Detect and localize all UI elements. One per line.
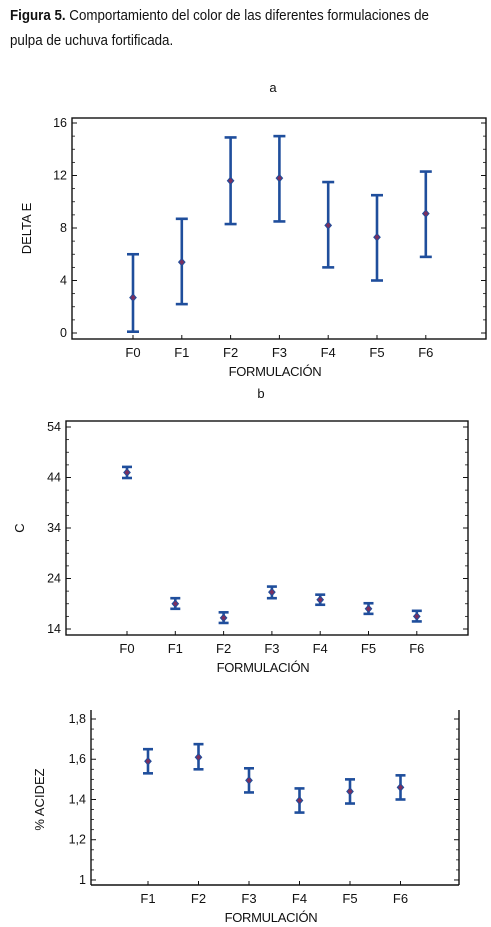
x-tick-label: F3 — [272, 345, 287, 360]
data-point — [412, 612, 421, 621]
chart-delta-e: a 0 4 8 12 16 DELTA E F0 F1 F2 F3 F4 F5 F6 FORMULACIÓN — [19, 80, 487, 379]
panel-label: a — [269, 80, 277, 95]
y-tick-label: 8 — [60, 221, 67, 235]
x-tick-label: F1 — [174, 345, 189, 360]
x-axis-label: FORMULACIÓN — [225, 910, 318, 925]
x-tick-label: F5 — [342, 891, 357, 906]
caption-text: Comportamiento del color de las diferent… — [10, 8, 429, 49]
data-point — [144, 756, 152, 766]
y-tick-label: 1,4 — [69, 792, 86, 806]
y-tick-label: 24 — [47, 572, 61, 586]
data-point — [324, 221, 333, 230]
caption-label: Figura 5. — [10, 8, 66, 24]
y-axis-label: DELTA E — [19, 202, 34, 254]
x-tick-label: F4 — [292, 891, 307, 906]
data-point — [194, 752, 203, 762]
figure-caption: Figura 5. Comportamiento del color de la… — [10, 4, 447, 54]
data-point — [316, 595, 325, 605]
data-point — [373, 232, 381, 242]
y-axis-label: C — [12, 523, 27, 532]
plot-frame — [65, 420, 469, 636]
x-tick-label: F4 — [313, 641, 328, 656]
data-point — [171, 599, 180, 609]
x-tick-label: F5 — [361, 641, 376, 656]
data-point — [226, 176, 235, 186]
x-tick-label: F1 — [140, 891, 155, 906]
x-tick-label: F3 — [264, 641, 279, 656]
y-tick-label: 14 — [47, 622, 61, 636]
x-tick-label: F0 — [119, 641, 134, 656]
data-point — [245, 776, 253, 785]
x-tick-label: F2 — [191, 891, 206, 906]
y-tick-label: 1 — [79, 873, 86, 887]
y-tick-label: 44 — [47, 471, 61, 485]
y-tick-label: 1,2 — [69, 833, 86, 847]
data-point — [396, 783, 405, 792]
data-point — [129, 293, 137, 302]
y-tick-label: 34 — [47, 521, 61, 535]
data-point — [177, 257, 186, 267]
data-point — [364, 604, 373, 614]
x-axis-label: FORMULACIÓN — [217, 660, 310, 675]
x-axis-label: FORMULACIÓN — [229, 364, 322, 379]
y-tick-label: 0 — [60, 326, 67, 340]
y-tick-label: 4 — [60, 274, 67, 288]
x-tick-label: F6 — [418, 345, 433, 360]
x-tick-label: F3 — [241, 891, 256, 906]
x-tick-label: F4 — [321, 345, 336, 360]
chart-c: b 14 24 34 44 54 C F0 F1 F2 F3 F4 F5 F6 FORMULACIÓN — [12, 386, 469, 675]
x-tick-label: F2 — [223, 345, 238, 360]
data-point — [295, 796, 304, 805]
panel-label: b — [257, 386, 264, 401]
y-axis-label: % ACIDEZ — [32, 768, 47, 830]
x-tick-label: F0 — [125, 345, 140, 360]
y-tick-label: 1,6 — [69, 752, 86, 766]
data-point — [268, 587, 276, 597]
data-point — [123, 468, 131, 477]
x-tick-label: F2 — [216, 641, 231, 656]
data-point — [421, 209, 430, 218]
y-tick-label: 12 — [53, 169, 67, 183]
chart-acidez: 1 1,2 1,4 1,6 1,8 % ACIDEZ F1 F2 F3 F4 F5 F6 FORMULA… — [32, 710, 460, 925]
data-point — [346, 787, 354, 796]
x-tick-label: F6 — [393, 891, 408, 906]
y-tick-label: 54 — [47, 420, 61, 434]
y-tick-label: 1,8 — [69, 712, 86, 726]
data-point — [219, 613, 228, 623]
y-tick-label: 16 — [53, 116, 67, 130]
x-tick-label: F1 — [168, 641, 183, 656]
x-tick-label: F5 — [369, 345, 384, 360]
data-point — [275, 173, 284, 183]
x-tick-label: F6 — [409, 641, 424, 656]
